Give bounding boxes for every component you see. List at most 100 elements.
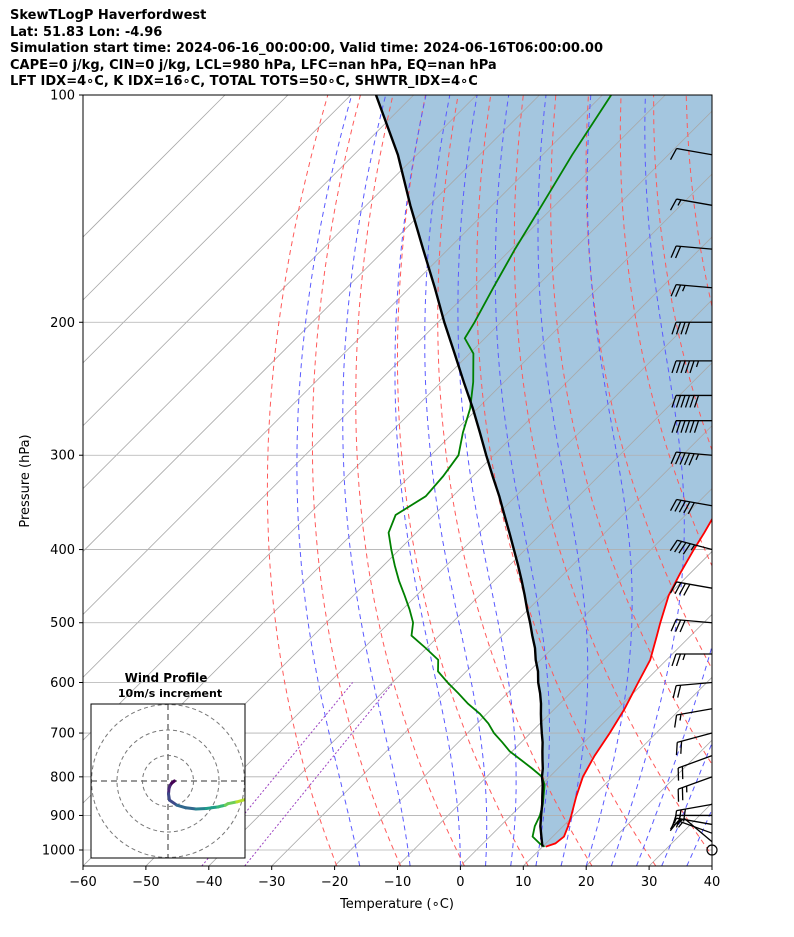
x-tick-label: −50 bbox=[132, 875, 159, 890]
x-tick-label: −20 bbox=[321, 875, 348, 890]
isotherm-line bbox=[271, 425, 712, 866]
parcel-indices-line: CAPE=0 j/kg, CIN=0 j/kg, LCL=980 hPa, LF… bbox=[10, 57, 497, 73]
moist-adiabat bbox=[610, 95, 685, 866]
isotherm-line bbox=[711, 865, 712, 866]
y-tick: 200 bbox=[50, 316, 83, 331]
profile-layer bbox=[374, 95, 712, 848]
x-tick: 10 bbox=[515, 866, 532, 890]
x-tick-label: −10 bbox=[384, 875, 411, 890]
isotherm-line bbox=[83, 95, 603, 615]
wind-barb bbox=[669, 581, 713, 596]
y-tick-label: 900 bbox=[50, 809, 75, 824]
moist-adiabat bbox=[661, 741, 712, 866]
x-tick: 30 bbox=[641, 866, 658, 890]
dewpoint-line bbox=[387, 95, 612, 848]
y-tick-label: 500 bbox=[50, 616, 75, 631]
inset-frame bbox=[90, 703, 246, 859]
temperature-line bbox=[545, 517, 712, 848]
x-tick-label: 20 bbox=[578, 875, 595, 890]
y-tick: 400 bbox=[50, 543, 83, 558]
wind-barb bbox=[669, 820, 713, 834]
wind-barb bbox=[675, 732, 713, 756]
x-tick-label: −40 bbox=[195, 875, 222, 890]
hodograph-segment bbox=[194, 807, 208, 811]
y-axis-label: Pressure (hPa) bbox=[18, 434, 33, 527]
dry-adiabat bbox=[550, 95, 712, 766]
y-tick: 1000 bbox=[42, 844, 83, 859]
moist-adiabat bbox=[585, 95, 633, 866]
dry-adiabat bbox=[476, 95, 657, 866]
wind-barb bbox=[671, 394, 712, 408]
axis-ticks: −60 −50 −40 −30 −20 −10 0 10 20 30 40 100 200 300 400 5… bbox=[42, 89, 720, 891]
isotherm-line bbox=[523, 676, 712, 866]
y-tick: 700 bbox=[50, 727, 83, 742]
wind-barb bbox=[670, 618, 713, 633]
chart-title-block: SkewTLogP Haverfordwest Lat: 51.83 Lon: … bbox=[10, 8, 603, 91]
dry-adiabat bbox=[437, 95, 593, 866]
wind-barb bbox=[674, 708, 713, 728]
y-tick: 600 bbox=[50, 676, 83, 691]
x-tick: −40 bbox=[195, 866, 223, 890]
x-tick-label: 30 bbox=[641, 875, 658, 890]
wind-barb bbox=[669, 539, 713, 555]
y-tick: 800 bbox=[50, 770, 83, 785]
dry-adiabat bbox=[751, 95, 794, 866]
wind-barb bbox=[671, 360, 712, 374]
cape-fill-layer bbox=[376, 95, 712, 847]
x-tick: 0 bbox=[456, 866, 465, 890]
wind-barb bbox=[671, 420, 712, 433]
moist-adiabat bbox=[424, 95, 488, 866]
y-tick-label: 400 bbox=[50, 543, 75, 558]
y-tick-label: 100 bbox=[50, 89, 75, 104]
grid-layer bbox=[83, 95, 794, 866]
isotherm-line bbox=[208, 362, 712, 866]
wind-barb bbox=[674, 803, 713, 824]
x-tick-label: 40 bbox=[704, 875, 721, 890]
moist-adiabat bbox=[494, 95, 550, 866]
inset-title: Wind Profile bbox=[125, 671, 208, 685]
wind-barb bbox=[669, 198, 713, 211]
y-tick-label: 700 bbox=[50, 727, 75, 742]
x-tick: 20 bbox=[578, 866, 595, 890]
isotherm-line bbox=[460, 613, 712, 866]
x-tick: 40 bbox=[704, 866, 721, 890]
y-tick: 100 bbox=[50, 89, 83, 104]
dry-adiabat bbox=[719, 95, 794, 866]
plot-area bbox=[83, 95, 794, 866]
x-tick: −10 bbox=[384, 866, 411, 890]
x-tick-label: −60 bbox=[69, 875, 96, 890]
chart-title: SkewTLogP Haverfordwest bbox=[10, 8, 207, 23]
isotherm-line bbox=[83, 95, 414, 427]
y-tick-label: 600 bbox=[50, 676, 75, 691]
x-tick: −30 bbox=[258, 866, 285, 890]
isotherm-line bbox=[334, 488, 712, 866]
isotherm-line bbox=[83, 95, 289, 301]
moist-adiabat bbox=[457, 95, 517, 866]
isotherm-line bbox=[83, 95, 477, 490]
hodograph-segment bbox=[184, 806, 198, 811]
y-tick-label: 300 bbox=[50, 449, 75, 464]
x-tick-label: 10 bbox=[515, 875, 532, 890]
hodograph-segment bbox=[226, 800, 239, 806]
moist-adiabat bbox=[636, 644, 712, 866]
wind-barb bbox=[671, 653, 712, 667]
wind-barb bbox=[677, 776, 713, 802]
wind-profile-inset: Wind Profile 10m/s increment bbox=[90, 671, 246, 859]
isotherm-line bbox=[83, 95, 352, 364]
cin-shaded-area bbox=[376, 95, 712, 847]
moist-adiabat bbox=[342, 95, 411, 866]
moist-adiabat bbox=[686, 808, 712, 866]
location-line: Lat: 51.83 Lon: -4.96 bbox=[10, 24, 163, 40]
hodograph-layer bbox=[91, 704, 245, 858]
x-tick-label: −30 bbox=[258, 875, 285, 890]
inset-subtitle: 10m/s increment bbox=[118, 687, 222, 700]
isotherm-line bbox=[83, 95, 666, 678]
dry-adiabat bbox=[784, 95, 794, 866]
isotherm-line bbox=[83, 95, 226, 238]
mixing-ratio-line bbox=[244, 682, 394, 866]
wind-barb bbox=[672, 681, 713, 699]
hodograph-segment bbox=[175, 803, 188, 810]
wind-barb bbox=[670, 245, 713, 259]
x-tick: −50 bbox=[132, 866, 160, 890]
isotherm-line bbox=[83, 110, 712, 741]
